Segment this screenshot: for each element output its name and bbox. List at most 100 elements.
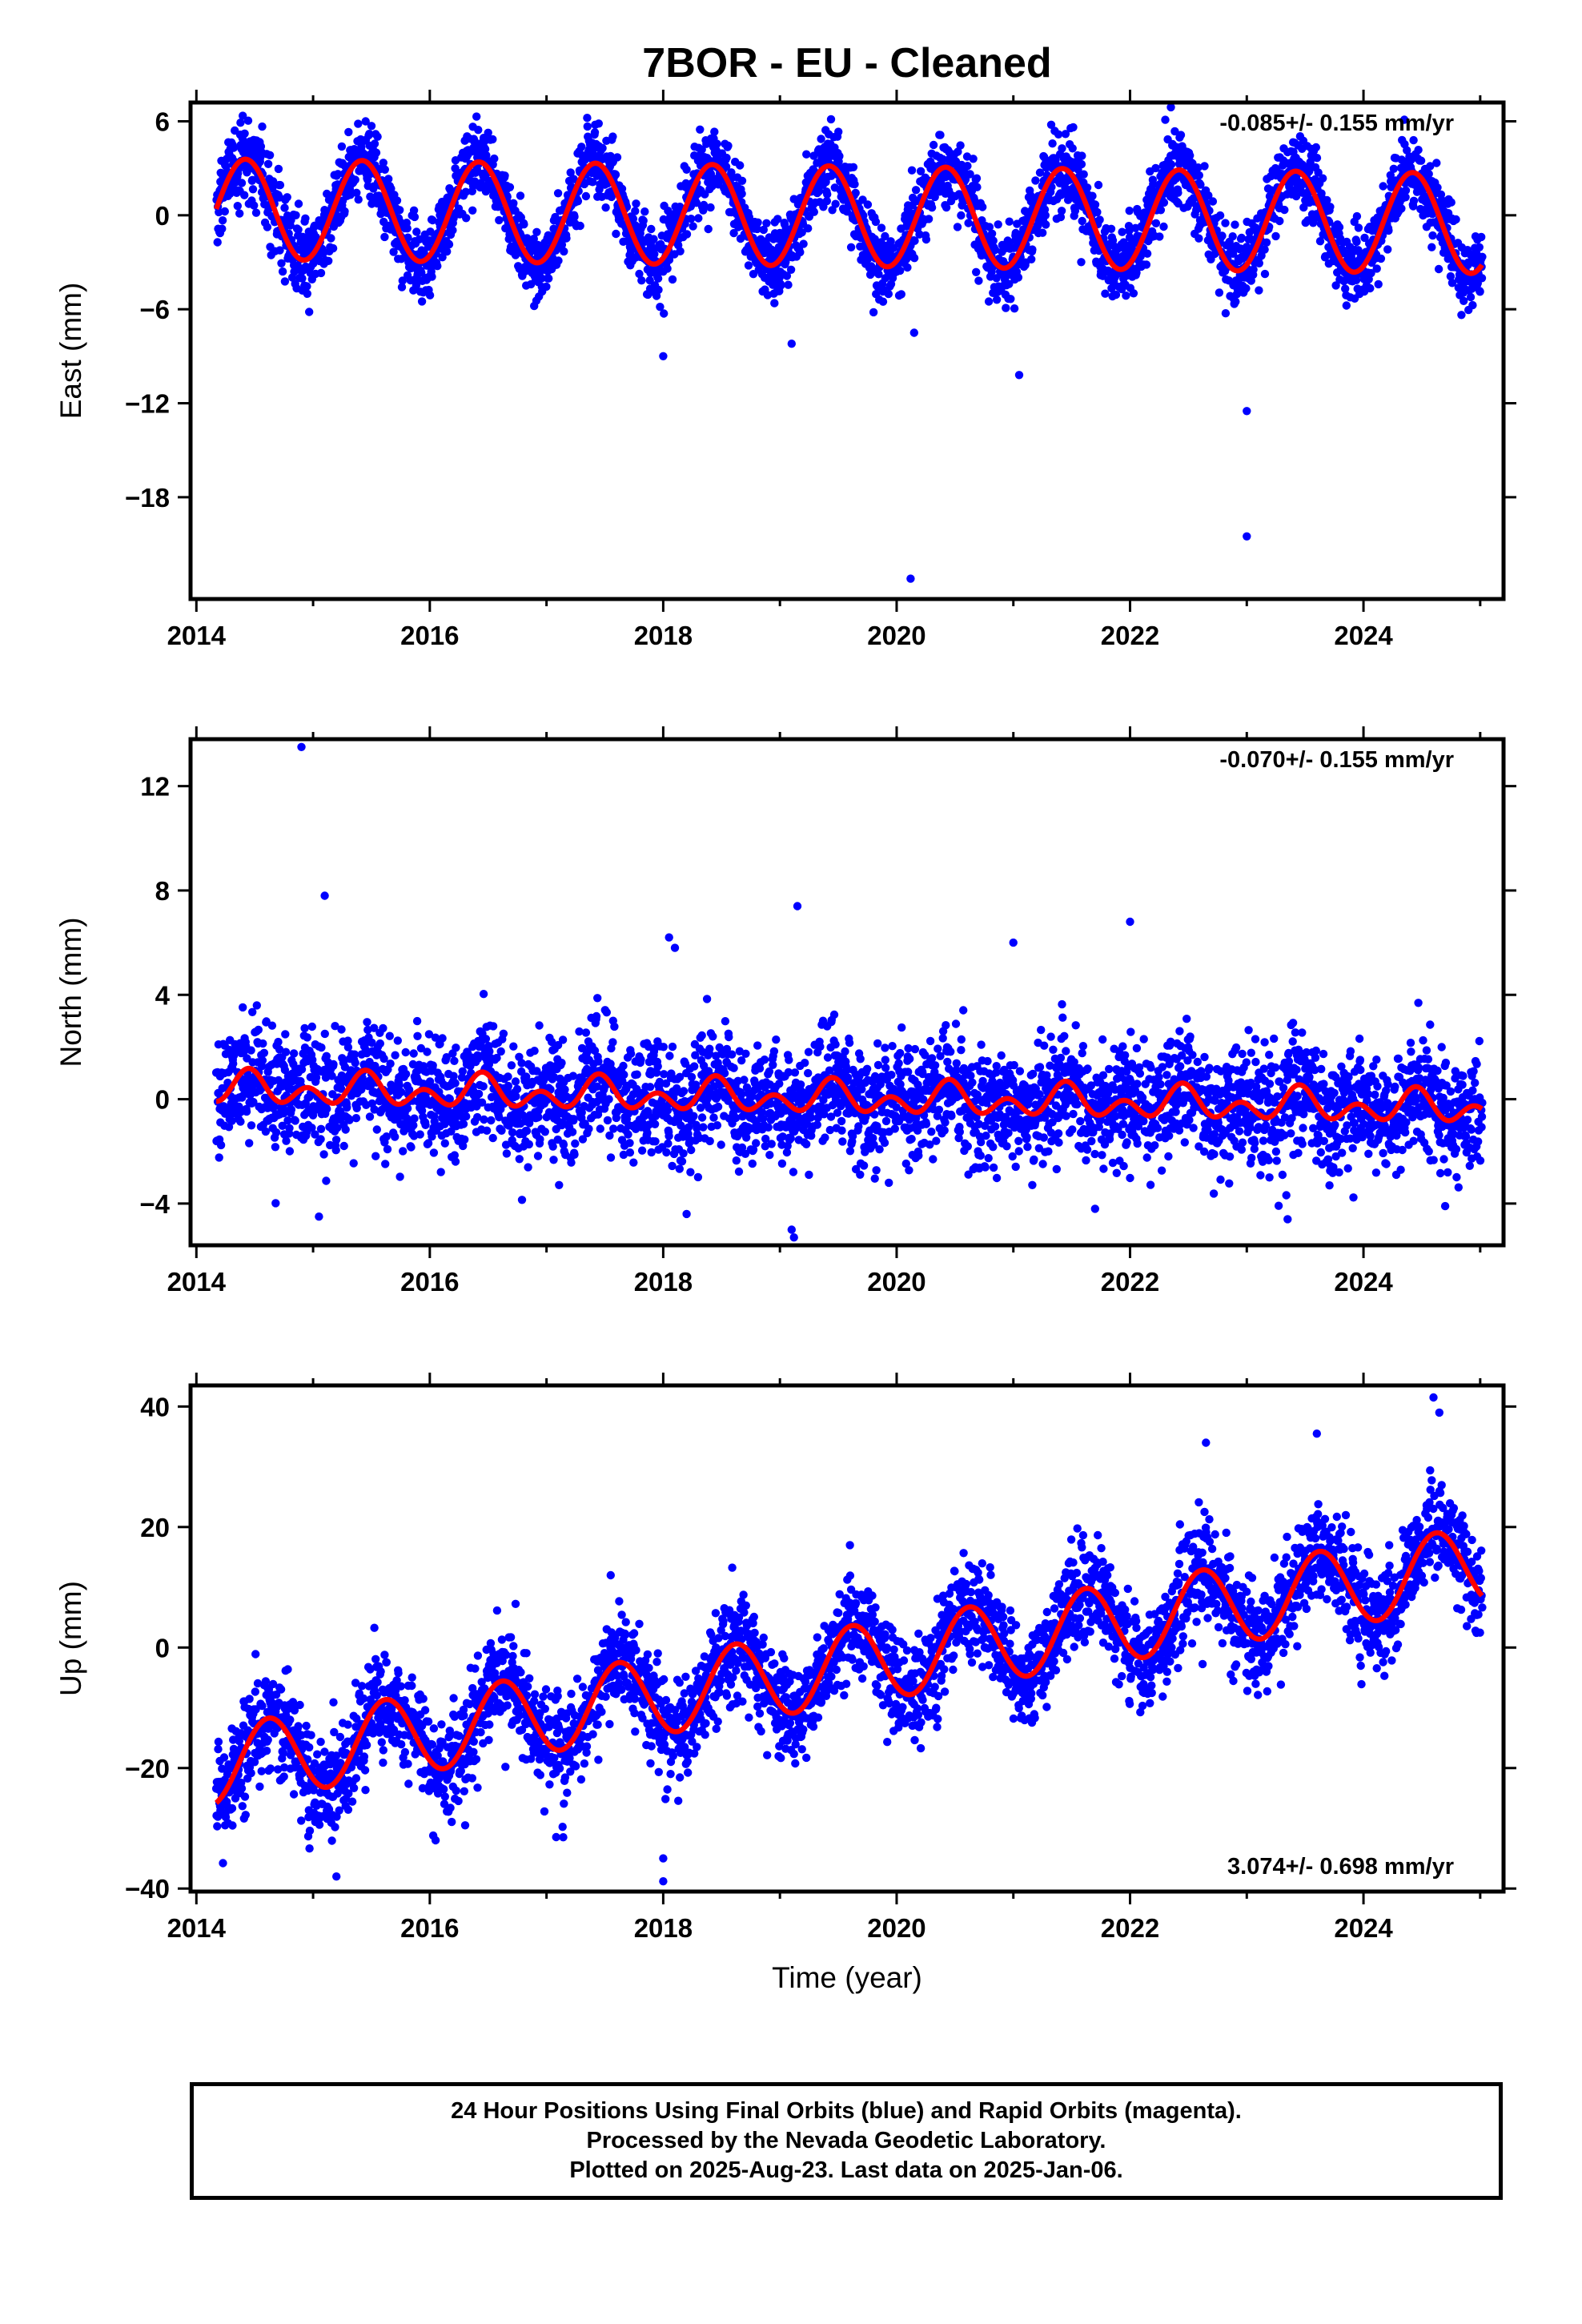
data-point (375, 1039, 384, 1048)
data-point (283, 193, 291, 202)
data-point (507, 1061, 516, 1070)
data-point (1218, 231, 1227, 240)
data-point (535, 1021, 544, 1030)
data-point (553, 189, 563, 198)
data-point (537, 274, 546, 283)
data-point (339, 1141, 348, 1151)
data-point (696, 125, 705, 134)
data-point (576, 221, 584, 231)
data-point (340, 207, 349, 216)
data-point (412, 1016, 422, 1026)
data-point (609, 1124, 618, 1133)
data-point (1010, 304, 1019, 313)
data-point (1159, 198, 1169, 207)
data-point (462, 1112, 471, 1121)
data-point (220, 207, 229, 216)
data-point (215, 1153, 223, 1162)
data-point (516, 191, 525, 200)
data-point (639, 216, 648, 225)
data-point (1014, 273, 1023, 282)
data-point (1424, 170, 1433, 179)
data-point (271, 1143, 280, 1152)
data-point (397, 283, 407, 292)
data-point (458, 1067, 467, 1076)
data-point (610, 1022, 619, 1031)
data-point (383, 1144, 392, 1154)
data-point (724, 141, 733, 151)
data-point (300, 1023, 309, 1033)
data-point (705, 1136, 714, 1146)
data-point (1159, 222, 1168, 231)
data-point (524, 1140, 533, 1149)
data-point (972, 174, 982, 183)
east-y-axis-label: East (mm) (54, 283, 87, 420)
data-point (1221, 219, 1230, 227)
data-point (1383, 245, 1392, 254)
y-tick-label: −6 (139, 295, 170, 324)
data-point (271, 1128, 281, 1137)
data-point (1414, 146, 1423, 155)
data-point (736, 161, 745, 170)
data-point (804, 224, 813, 233)
data-point (479, 1082, 488, 1091)
data-point (651, 1137, 660, 1146)
data-point (259, 1048, 269, 1058)
data-point (1275, 216, 1284, 226)
data-point (687, 215, 696, 223)
data-point (704, 224, 713, 234)
outlier-point (906, 574, 915, 583)
data-point (635, 269, 644, 279)
data-point (1028, 245, 1037, 254)
data-point (530, 1047, 539, 1055)
data-point (488, 1022, 498, 1031)
data-point (650, 250, 659, 259)
data-point (331, 1136, 341, 1144)
data-point (511, 1077, 520, 1086)
outlier-point (472, 112, 481, 121)
data-point (375, 191, 383, 200)
data-point (438, 1034, 447, 1043)
data-point (451, 164, 460, 173)
data-point (1477, 274, 1487, 283)
data-point (809, 207, 818, 216)
data-point (433, 262, 442, 271)
data-point (274, 1037, 283, 1047)
data-point (637, 276, 646, 285)
data-point (1352, 211, 1362, 221)
data-point (496, 1047, 505, 1056)
data-point (896, 266, 905, 275)
data-point (373, 132, 382, 141)
outlier-point (1014, 371, 1024, 380)
data-point (1122, 292, 1130, 300)
data-point (451, 1157, 460, 1166)
data-point (568, 1128, 577, 1136)
outlier-point (787, 340, 796, 348)
data-point (1478, 252, 1487, 261)
data-point (1042, 220, 1050, 229)
data-point (403, 1104, 412, 1113)
data-point (508, 1128, 517, 1137)
data-point (1031, 176, 1040, 185)
data-point (280, 203, 289, 212)
x-tick-label: 2020 (867, 621, 926, 650)
data-point (1242, 283, 1251, 293)
data-point (679, 1149, 688, 1158)
data-point (337, 1025, 346, 1034)
data-point (294, 199, 303, 208)
data-point (403, 224, 412, 233)
data-point (1095, 215, 1104, 224)
data-point (598, 143, 607, 153)
data-point (517, 1196, 527, 1204)
data-point (1125, 207, 1134, 215)
data-point (1255, 286, 1263, 295)
data-point (1447, 198, 1456, 207)
data-point (277, 259, 286, 267)
data-point (1376, 254, 1386, 263)
data-point (834, 127, 843, 136)
data-point (401, 1070, 411, 1079)
data-point (428, 215, 437, 225)
data-point (240, 129, 249, 138)
data-point (363, 1018, 371, 1027)
data-point (485, 1047, 494, 1056)
